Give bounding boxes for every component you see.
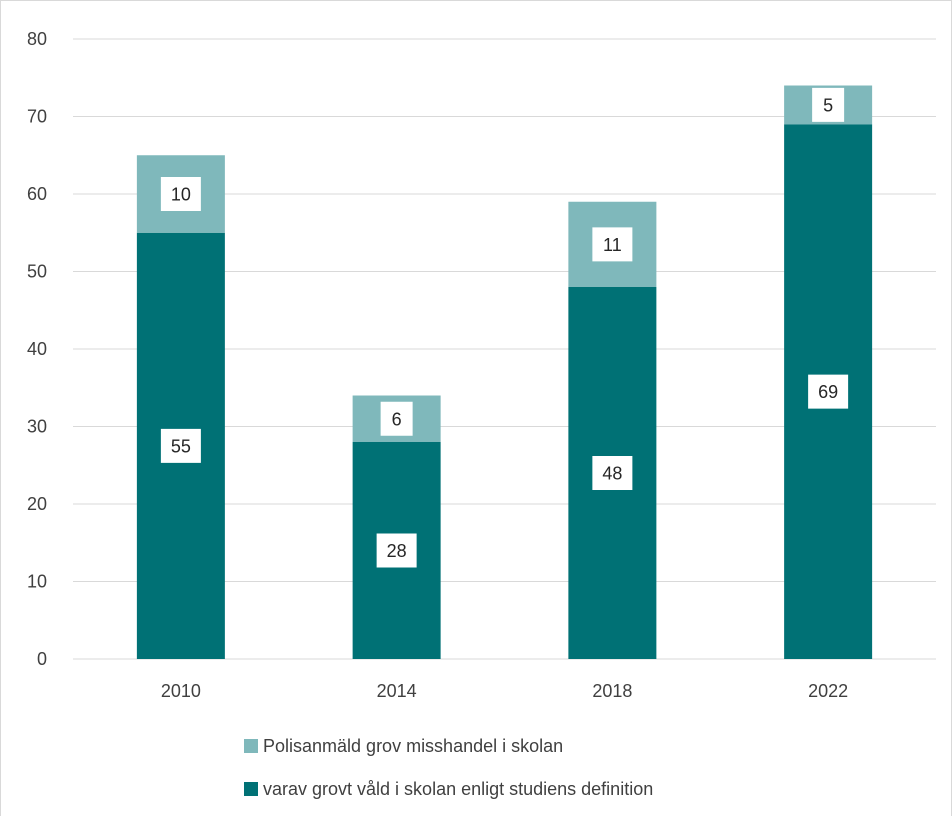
data-label-box — [808, 374, 849, 409]
y-tick-label: 40 — [27, 339, 47, 359]
x-tick-label: 2014 — [377, 681, 417, 701]
data-label: 69 — [818, 382, 838, 402]
y-tick-label: 50 — [27, 262, 47, 282]
legend-label: Polisanmäld grov misshandel i skolan — [263, 736, 563, 756]
y-tick-label: 80 — [27, 29, 47, 49]
data-label-box — [812, 87, 845, 122]
y-tick-label: 0 — [37, 649, 47, 669]
x-axis-tick-labels: 2010 2014 2018 2022 — [161, 681, 848, 701]
legend: Polisanmäld grov misshandel i skolan vara… — [244, 736, 653, 799]
data-label: 5 — [823, 95, 833, 115]
data-label-box — [592, 456, 633, 490]
bars — [136, 85, 873, 659]
data-label: 55 — [171, 436, 191, 456]
y-tick-label: 70 — [27, 107, 47, 127]
x-tick-label: 2022 — [808, 681, 848, 701]
legend-swatch — [244, 782, 258, 796]
y-tick-label: 20 — [27, 494, 47, 514]
y-tick-label: 60 — [27, 184, 47, 204]
y-tick-label: 10 — [27, 572, 47, 592]
data-label-box — [380, 401, 413, 436]
legend-label: varav grovt våld i skolan enligt studien… — [263, 779, 653, 799]
data-label-box — [160, 177, 201, 211]
data-label-box — [376, 533, 417, 568]
data-label: 11 — [603, 235, 622, 255]
data-label: 48 — [602, 464, 622, 484]
data-label: 6 — [392, 409, 402, 429]
data-label: 10 — [171, 185, 191, 205]
data-label-box — [592, 227, 633, 262]
legend-swatch — [244, 739, 258, 753]
x-tick-label: 2018 — [592, 681, 632, 701]
y-tick-label: 30 — [27, 417, 47, 437]
x-tick-label: 2010 — [161, 681, 201, 701]
data-label-box — [160, 428, 201, 463]
y-axis-tick-labels: 0 10 20 30 40 50 60 70 80 — [27, 29, 47, 669]
data-labels: 55 10 28 6 48 11 69 5 — [160, 87, 849, 568]
data-label: 28 — [387, 541, 407, 561]
